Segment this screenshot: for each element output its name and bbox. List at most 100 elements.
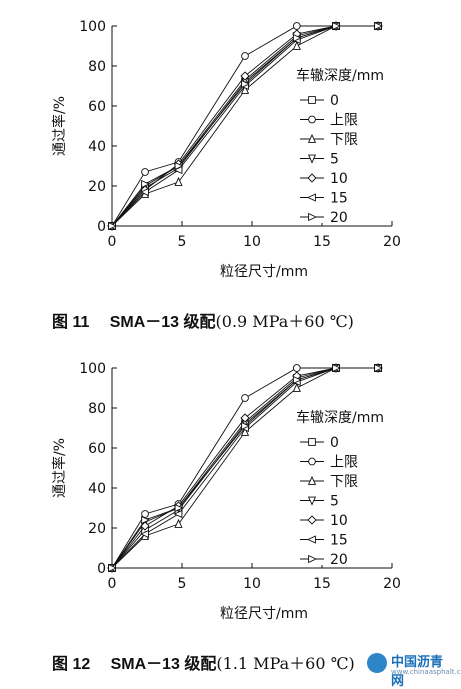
legend-entry: 20 xyxy=(330,552,348,568)
legend-marker xyxy=(306,535,316,544)
caption-fig-12: 图 12 SMA－13 级配(1.1 MPa＋60 ℃) xyxy=(52,650,355,674)
data-point xyxy=(174,176,183,186)
x-tick-label: 20 xyxy=(383,576,401,592)
x-tick-label: 10 xyxy=(243,234,261,250)
data-point xyxy=(292,375,302,385)
data-point xyxy=(174,503,184,513)
figure-11: 0 20 40 60 80 100 0 5 10 15 20 粒径尺寸/mm 通过率/% 车辙深度/mm 0… xyxy=(0,0,461,340)
legend-marker xyxy=(307,496,317,506)
data-point xyxy=(292,22,301,30)
legend-marker xyxy=(307,133,317,143)
legend-marker xyxy=(307,173,317,183)
y-tick-label: 100 xyxy=(79,361,106,377)
y-tick-label: 0 xyxy=(97,219,106,235)
y-tick-label: 60 xyxy=(88,99,106,115)
x-tick-label: 5 xyxy=(178,234,187,250)
legend-entry: 15 xyxy=(330,533,348,549)
data-point xyxy=(141,510,149,518)
legend-marker xyxy=(308,554,318,564)
y-tick-label: 40 xyxy=(88,481,106,497)
legend-entry: 上限 xyxy=(330,455,358,471)
data-point xyxy=(292,40,301,50)
data-point xyxy=(292,364,301,372)
y-tick-label: 40 xyxy=(88,139,106,155)
data-point xyxy=(240,426,250,436)
legend-marker xyxy=(307,475,317,485)
series-6 xyxy=(108,363,384,573)
x-tick-label: 15 xyxy=(313,234,331,250)
legend-title: 车辙深度/mm xyxy=(296,67,384,84)
legend-marker xyxy=(308,212,318,222)
data-point xyxy=(240,413,250,423)
legend-entry: 上限 xyxy=(330,113,358,129)
y-tick-label: 20 xyxy=(88,521,106,537)
y-tick-label: 0 xyxy=(97,561,106,577)
legend-entry: 5 xyxy=(330,494,339,510)
legend-title: 车辙深度/mm xyxy=(296,409,384,426)
data-point xyxy=(174,161,184,171)
data-point xyxy=(241,394,249,402)
y-tick-label: 100 xyxy=(79,19,106,35)
chart-fig-11: 0 20 40 60 80 100 0 5 10 15 20 粒径尺寸/mm 通过率/% 车辙深度/mm 0… xyxy=(51,19,401,280)
data-point xyxy=(332,21,342,31)
x-tick-label: 15 xyxy=(313,576,331,592)
legend-entry: 20 xyxy=(330,210,348,226)
caption-title: SMA－13 级配 xyxy=(110,656,217,673)
x-tick-label: 0 xyxy=(108,576,117,592)
y-axis-label: 通过率/% xyxy=(51,96,68,156)
y-axis-label: 通过率/% xyxy=(51,438,68,498)
data-point xyxy=(374,363,384,373)
legend-entry: 10 xyxy=(330,513,348,529)
legend-marker xyxy=(308,457,316,466)
y-tick-label: 60 xyxy=(88,441,106,457)
x-axis-label: 粒径尺寸/mm xyxy=(220,606,308,622)
legend-marker xyxy=(307,154,317,164)
data-point xyxy=(173,509,183,519)
y-tick-label: 80 xyxy=(88,401,106,417)
watermark-main: 中国沥青网 xyxy=(391,655,444,689)
data-point xyxy=(139,529,149,539)
legend-entry: 5 xyxy=(330,152,339,168)
x-tick-label: 5 xyxy=(178,576,187,592)
watermark-sub: www.chinaasphalt.com xyxy=(391,668,461,676)
legend-entry: 下限 xyxy=(330,474,358,490)
legend-marker xyxy=(308,115,316,124)
data-point xyxy=(108,563,118,573)
data-point xyxy=(141,179,151,189)
data-point xyxy=(332,363,342,373)
y-tick-label: 80 xyxy=(88,59,106,75)
data-point xyxy=(292,382,301,392)
x-tick-label: 10 xyxy=(243,576,261,592)
watermark-logo-icon xyxy=(367,653,387,673)
data-point xyxy=(240,71,250,81)
legend-marker xyxy=(308,438,316,446)
data-point xyxy=(292,33,302,43)
x-tick-label: 0 xyxy=(108,234,117,250)
data-point xyxy=(174,518,183,528)
data-point xyxy=(241,421,251,431)
legend-entry: 15 xyxy=(330,191,348,207)
data-point xyxy=(141,515,151,525)
legend-marker xyxy=(306,193,316,202)
caption-fig-11: 图 11 SMA－13 级配(0.9 MPa＋60 ℃) xyxy=(52,308,354,332)
chart-fig-12: 0 20 40 60 80 100 0 5 10 15 20 粒径尺寸/mm 通过率/% 车辙深度/mm 0… xyxy=(51,361,401,622)
data-point xyxy=(108,221,118,231)
legend-entry: 0 xyxy=(330,93,339,109)
watermark: 中国沥青网 www.chinaasphalt.com xyxy=(367,649,461,689)
legend-marker xyxy=(308,96,316,104)
data-point xyxy=(241,79,251,89)
y-tick-label: 20 xyxy=(88,179,106,195)
data-point xyxy=(374,21,384,31)
data-point xyxy=(240,84,250,94)
caption-title: SMA－13 级配 xyxy=(109,314,216,331)
data-point xyxy=(139,187,149,197)
legend-entry: 10 xyxy=(330,171,348,187)
caption-number: 图 11 xyxy=(52,314,90,331)
data-point xyxy=(141,168,149,176)
x-axis-label: 粒径尺寸/mm xyxy=(220,264,308,280)
data-point xyxy=(241,52,249,60)
figure-12: 0 20 40 60 80 100 0 5 10 15 20 粒径尺寸/mm 通过率/% 车辙深度/mm 0… xyxy=(0,342,461,689)
legend-marker xyxy=(307,515,317,525)
